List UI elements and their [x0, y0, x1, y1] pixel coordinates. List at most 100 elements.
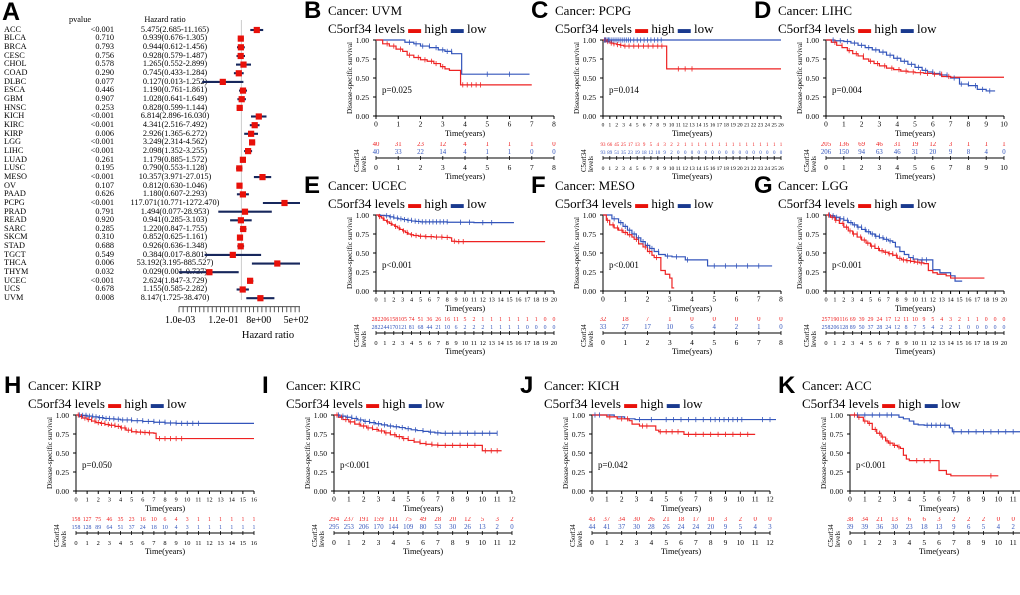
svg-text:11: 11: [195, 497, 201, 504]
svg-text:0: 0: [74, 540, 77, 547]
svg-text:Time(years): Time(years): [895, 129, 935, 138]
svg-text:4: 4: [895, 163, 899, 172]
svg-text:12: 12: [439, 142, 446, 148]
svg-text:51: 51: [118, 525, 124, 531]
svg-text:75: 75: [95, 517, 101, 523]
svg-text:21: 21: [435, 325, 441, 331]
svg-text:39: 39: [861, 524, 868, 531]
svg-text:13: 13: [936, 524, 943, 531]
svg-text:206: 206: [821, 149, 832, 156]
svg-text:1: 1: [208, 525, 211, 531]
svg-text:50: 50: [859, 325, 865, 331]
svg-text:8: 8: [967, 538, 971, 547]
svg-text:5: 5: [739, 524, 743, 531]
svg-text:0.25: 0.25: [56, 468, 69, 477]
svg-text:12: 12: [480, 340, 486, 347]
svg-text:15: 15: [240, 497, 246, 504]
svg-text:39: 39: [847, 524, 854, 531]
svg-text:34: 34: [618, 517, 625, 523]
svg-text:5: 5: [464, 317, 467, 323]
svg-text:11: 11: [676, 123, 681, 129]
svg-text:8: 8: [896, 340, 899, 347]
svg-text:3: 3: [668, 338, 672, 347]
svg-text:9: 9: [643, 143, 646, 148]
svg-text:5: 5: [406, 538, 410, 547]
svg-text:7: 7: [437, 297, 440, 304]
svg-text:24: 24: [692, 524, 699, 531]
svg-text:p=0.004: p=0.004: [832, 85, 862, 95]
svg-text:6: 6: [937, 495, 941, 504]
svg-text:244: 244: [381, 325, 390, 331]
svg-text:1.00: 1.00: [583, 36, 596, 45]
svg-text:15: 15: [956, 297, 962, 304]
svg-text:0.50: 0.50: [356, 249, 369, 258]
svg-text:2: 2: [362, 495, 366, 504]
svg-text:5: 5: [922, 538, 926, 547]
svg-text:29: 29: [868, 317, 874, 323]
svg-text:2: 2: [464, 325, 467, 331]
svg-text:3: 3: [878, 120, 882, 129]
svg-text:9: 9: [724, 524, 728, 531]
svg-text:4: 4: [629, 166, 632, 172]
svg-text:11: 11: [195, 540, 201, 547]
svg-text:10: 10: [995, 538, 1003, 547]
svg-text:3: 3: [635, 538, 639, 547]
svg-text:9: 9: [466, 538, 470, 547]
svg-text:13: 13: [635, 143, 641, 148]
svg-text:158: 158: [72, 525, 81, 531]
svg-text:13: 13: [689, 123, 695, 129]
svg-text:9: 9: [952, 524, 956, 531]
svg-text:1: 1: [725, 143, 728, 148]
svg-text:Time(years): Time(years): [403, 504, 443, 513]
svg-text:89: 89: [95, 525, 101, 531]
svg-text:21: 21: [744, 123, 750, 129]
svg-text:Disease-specific survival: Disease-specific survival: [820, 417, 828, 489]
svg-text:6: 6: [421, 538, 425, 547]
svg-text:6: 6: [421, 495, 425, 504]
svg-text:20: 20: [737, 123, 743, 129]
svg-text:0.75: 0.75: [830, 430, 843, 439]
svg-text:1: 1: [230, 525, 233, 531]
svg-text:0.25: 0.25: [356, 93, 369, 102]
svg-text:1: 1: [490, 317, 493, 323]
svg-text:6: 6: [967, 524, 971, 531]
svg-text:17: 17: [717, 166, 723, 172]
svg-text:10: 10: [444, 325, 450, 331]
svg-text:2: 2: [646, 338, 650, 347]
svg-text:Disease-specific survival: Disease-specific survival: [796, 42, 804, 114]
svg-text:11: 11: [471, 340, 477, 347]
svg-text:17: 17: [885, 317, 891, 323]
svg-text:1: 1: [958, 325, 961, 331]
svg-text:5: 5: [130, 497, 133, 504]
svg-text:0: 0: [601, 338, 605, 347]
svg-text:5: 5: [406, 495, 410, 504]
svg-text:116: 116: [840, 317, 849, 323]
svg-text:4: 4: [119, 497, 122, 504]
svg-text:Disease-specific survival: Disease-specific survival: [46, 417, 54, 489]
svg-text:20: 20: [449, 517, 456, 523]
svg-text:15: 15: [703, 123, 709, 129]
svg-text:0: 0: [718, 151, 721, 156]
svg-text:69: 69: [858, 142, 865, 148]
svg-text:27: 27: [622, 324, 629, 331]
svg-text:4: 4: [175, 525, 178, 531]
svg-text:45: 45: [614, 143, 620, 148]
svg-text:8: 8: [896, 297, 899, 304]
svg-text:0.50: 0.50: [356, 74, 369, 83]
svg-text:2: 2: [392, 340, 395, 347]
svg-text:4: 4: [463, 149, 467, 156]
svg-text:2: 2: [952, 517, 956, 523]
svg-text:0: 0: [712, 317, 716, 323]
svg-text:1: 1: [984, 142, 987, 148]
svg-text:0: 0: [374, 340, 377, 347]
svg-text:81: 81: [409, 325, 415, 331]
svg-text:1: 1: [711, 143, 714, 148]
svg-text:17: 17: [644, 324, 651, 331]
svg-text:46: 46: [107, 517, 113, 523]
svg-text:1: 1: [718, 143, 721, 148]
svg-text:89: 89: [607, 151, 613, 156]
svg-text:15: 15: [956, 340, 962, 347]
svg-text:0.50: 0.50: [583, 74, 596, 83]
svg-text:4: 4: [119, 540, 123, 547]
svg-text:21: 21: [744, 166, 750, 172]
